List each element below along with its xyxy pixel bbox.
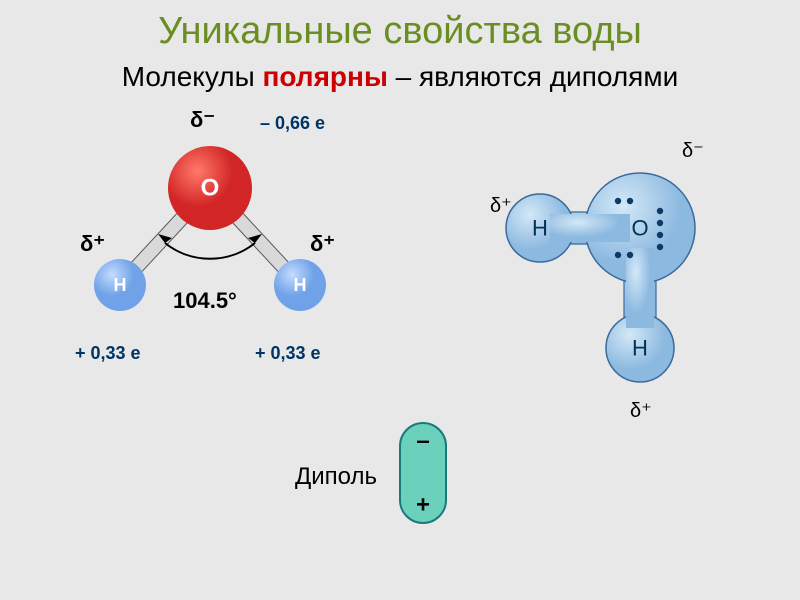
- dipole-label: Диполь: [295, 463, 377, 491]
- svg-text:H: H: [632, 336, 648, 361]
- subtitle-highlight: полярны: [262, 61, 387, 92]
- subtitle: Молекулы полярны – являются диполями: [0, 61, 800, 93]
- diagram-canvas: O H H O H H – + – 0,66 e δ⁻ δ⁺ δ⁺ 104.5° + 0,33…: [0, 93, 800, 583]
- angle-label: 104.5°: [173, 288, 237, 314]
- subtitle-suffix: – являются диполями: [388, 61, 678, 92]
- diagram-svg: O H H O H H – +: [0, 93, 800, 583]
- delta-minus-right: δ⁻: [682, 138, 704, 163]
- svg-text:O: O: [631, 216, 648, 241]
- svg-text:+: +: [416, 492, 430, 519]
- svg-text:O: O: [201, 175, 220, 202]
- delta-plus-right-h1: δ⁺: [490, 193, 512, 218]
- charge-top-label: – 0,66 e: [260, 113, 325, 134]
- page-title: Уникальные свойства воды: [0, 0, 800, 53]
- subtitle-prefix: Молекулы: [122, 61, 263, 92]
- charge-right-label: + 0,33 e: [255, 343, 321, 364]
- svg-text:H: H: [294, 275, 307, 295]
- delta-plus-right-h2: δ⁺: [630, 398, 652, 423]
- delta-plus-left-h2: δ⁺: [310, 231, 335, 257]
- svg-text:H: H: [532, 216, 548, 241]
- delta-plus-left-h1: δ⁺: [80, 231, 105, 257]
- svg-text:H: H: [114, 275, 127, 295]
- svg-text:–: –: [416, 428, 429, 455]
- charge-left-label: + 0,33 e: [75, 343, 141, 364]
- delta-minus-left-o: δ⁻: [190, 107, 215, 133]
